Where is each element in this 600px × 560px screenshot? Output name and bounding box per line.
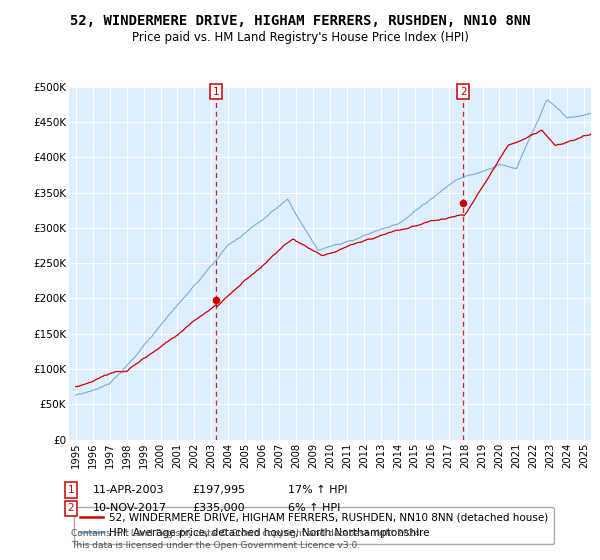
Text: 1: 1 [67,485,74,495]
Text: 2: 2 [460,87,467,97]
Text: Contains HM Land Registry data © Crown copyright and database right 2024.: Contains HM Land Registry data © Crown c… [71,529,422,538]
Text: This data is licensed under the Open Government Licence v3.0.: This data is licensed under the Open Gov… [71,542,360,550]
Text: Price paid vs. HM Land Registry's House Price Index (HPI): Price paid vs. HM Land Registry's House … [131,31,469,44]
Text: 10-NOV-2017: 10-NOV-2017 [93,503,167,514]
Text: 11-APR-2003: 11-APR-2003 [93,485,164,495]
Text: 1: 1 [212,87,219,97]
Text: £335,000: £335,000 [192,503,245,514]
Text: £197,995: £197,995 [192,485,245,495]
Text: 17% ↑ HPI: 17% ↑ HPI [288,485,347,495]
Legend: 52, WINDERMERE DRIVE, HIGHAM FERRERS, RUSHDEN, NN10 8NN (detached house), HPI: A: 52, WINDERMERE DRIVE, HIGHAM FERRERS, RU… [74,507,554,544]
Text: 6% ↑ HPI: 6% ↑ HPI [288,503,340,514]
Text: 2: 2 [67,503,74,514]
Text: 52, WINDERMERE DRIVE, HIGHAM FERRERS, RUSHDEN, NN10 8NN: 52, WINDERMERE DRIVE, HIGHAM FERRERS, RU… [70,14,530,28]
